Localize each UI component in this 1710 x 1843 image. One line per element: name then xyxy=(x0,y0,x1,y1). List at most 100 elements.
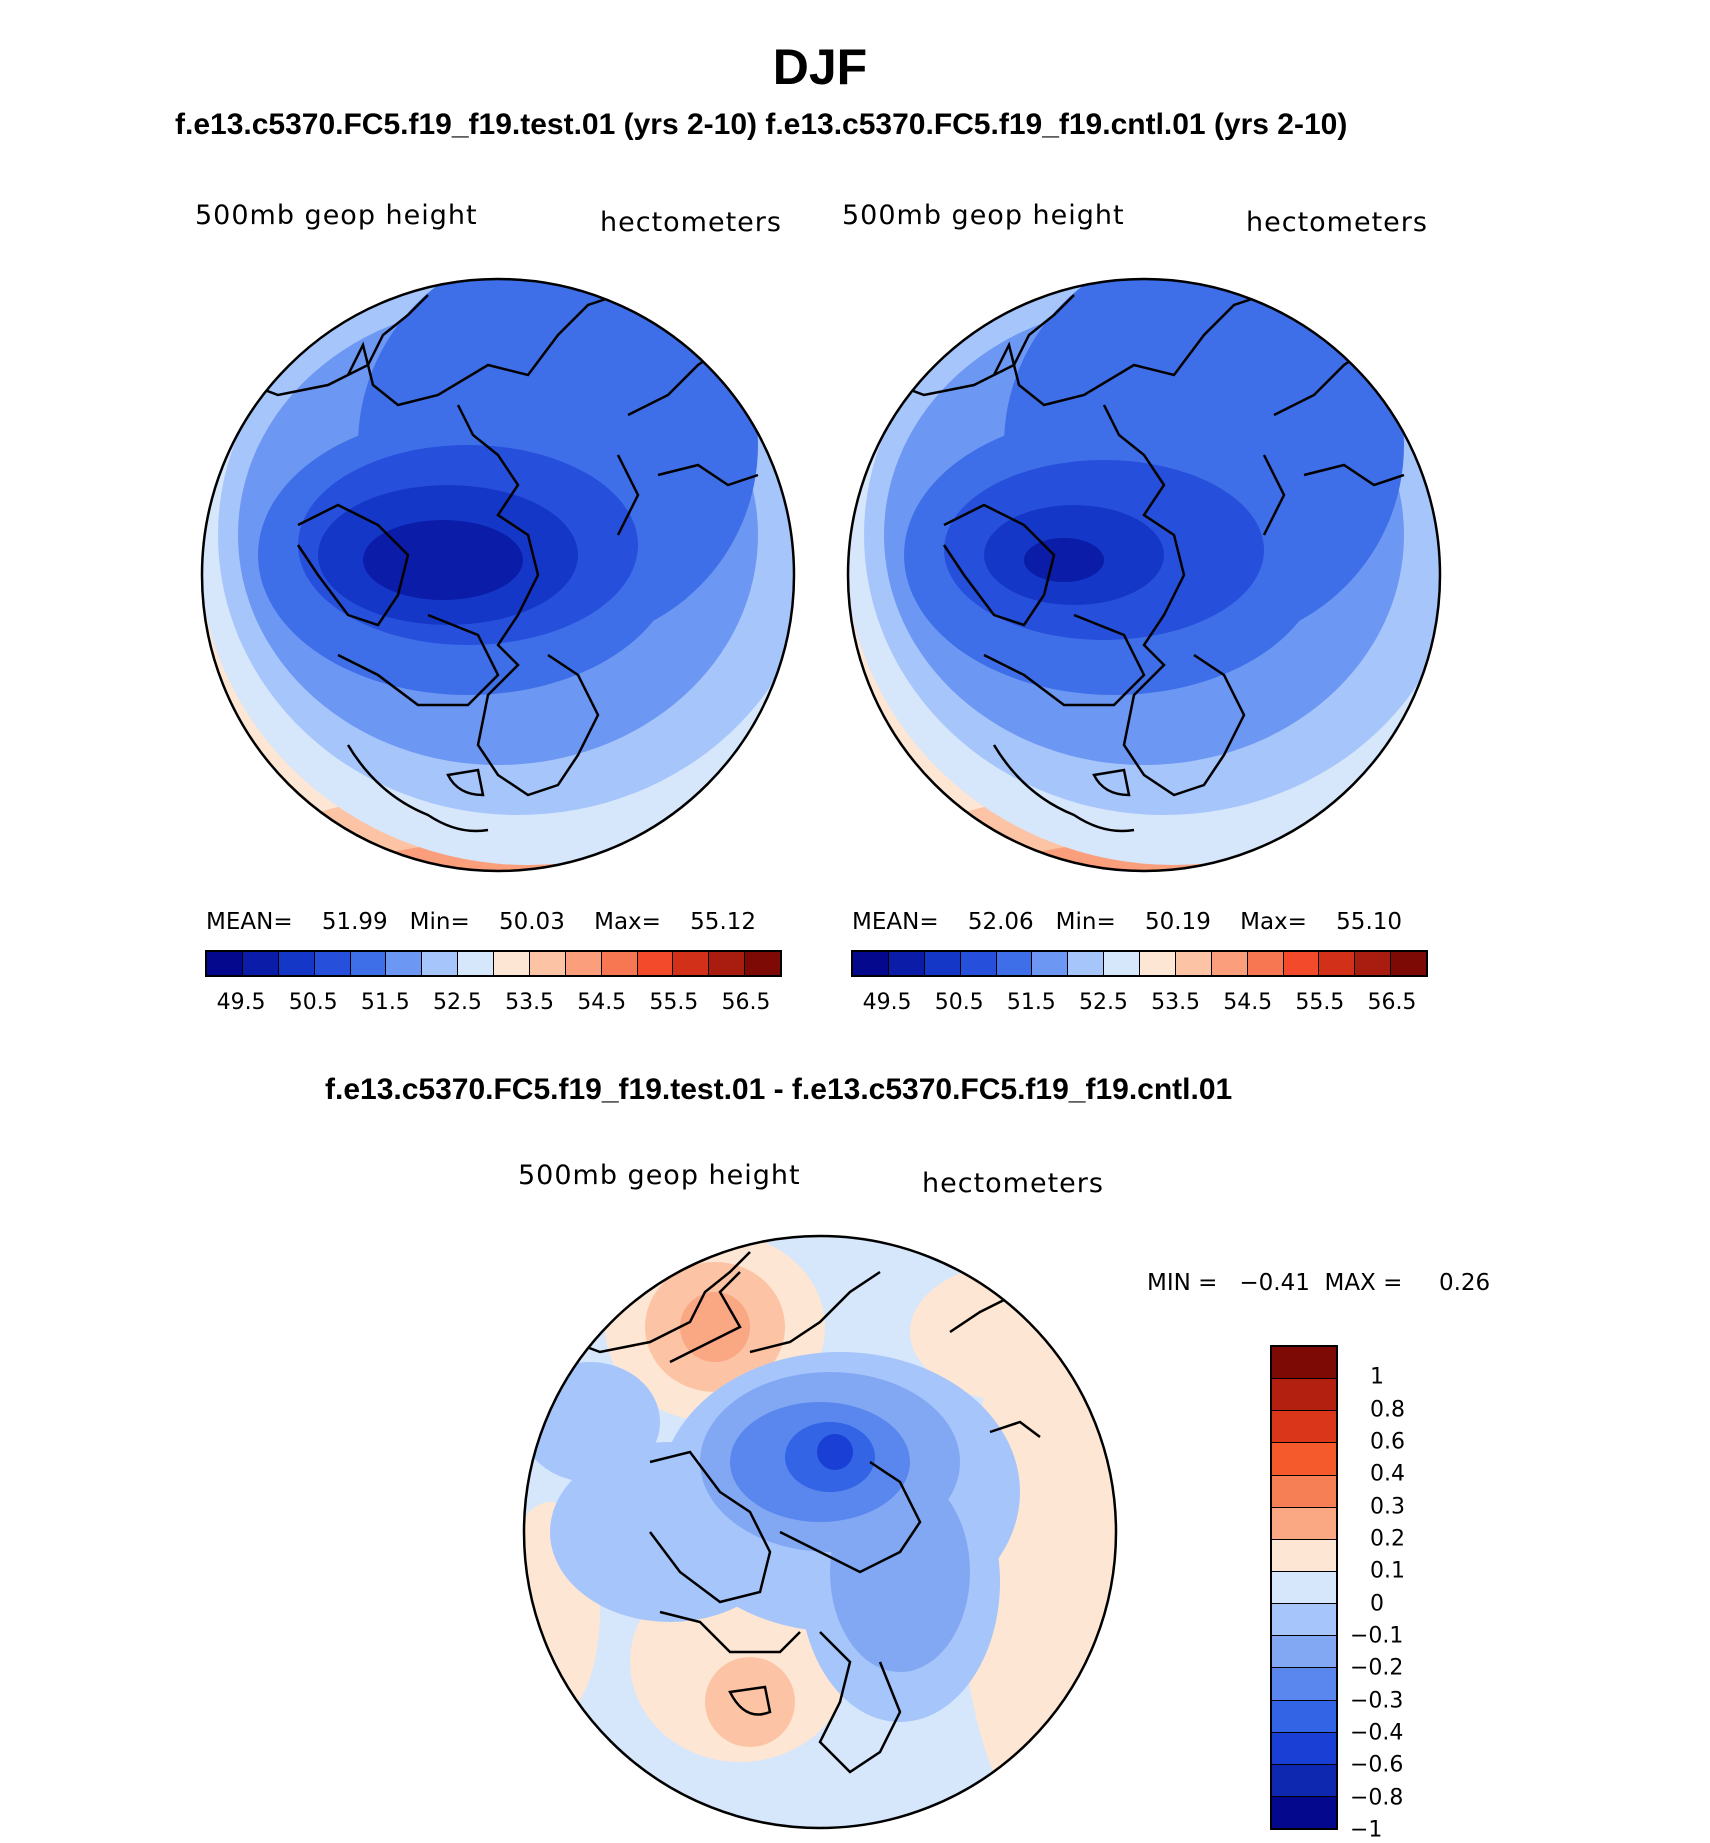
colorbar-swatch xyxy=(1272,1571,1336,1605)
colorbar-swatch xyxy=(1272,1700,1336,1733)
colorbar-tick-label: 0.4 xyxy=(1370,1461,1405,1487)
colorbar-swatch xyxy=(458,952,494,975)
panel-2-mean-label: MEAN= xyxy=(852,909,939,935)
colorbar-swatch xyxy=(1272,1732,1336,1765)
difference-title: f.e13.c5370.FC5.f19_f19.test.01 - f.e13.… xyxy=(325,1073,1233,1106)
panel-1-min: 50.03 xyxy=(498,909,565,935)
colorbar-tick-label: 53.5 xyxy=(505,990,555,1015)
diff-panel-variable: 500mb geop height xyxy=(518,1160,801,1191)
colorbar-swatch xyxy=(422,952,459,975)
panel-2-variable: 500mb geop height xyxy=(842,200,1125,231)
polar-map-difference xyxy=(522,1234,1118,1830)
colorbar-tick-label: 51.5 xyxy=(360,990,410,1015)
colorbar-tick-label: 49.5 xyxy=(216,990,266,1015)
colorbar-tick-label: −0.6 xyxy=(1350,1752,1404,1778)
colorbar-swatch xyxy=(1175,952,1212,975)
colorbar-swatch xyxy=(1391,952,1426,975)
colorbar-tick-label: 51.5 xyxy=(1006,990,1056,1015)
colorbar-tick-label: 49.5 xyxy=(862,990,912,1015)
panel-2-stats: MEAN= 52.06 Min= 50.19 Max= 55.10 xyxy=(852,909,1402,935)
colorbar-tick-label: −0.1 xyxy=(1350,1623,1404,1649)
panel-1-stats: MEAN= 51.99 Min= 50.03 Max= 55.12 xyxy=(206,909,756,935)
colorbar-swatch xyxy=(960,952,997,975)
diff-stats: MIN = −0.41 MAX = 0.26 xyxy=(1147,1270,1490,1296)
colorbar-difference xyxy=(1270,1345,1338,1830)
colorbar-tick-label: 0.6 xyxy=(1370,1429,1405,1455)
colorbar-tick-label: 0.2 xyxy=(1370,1526,1405,1552)
colorbar-swatch xyxy=(565,952,602,975)
colorbar-swatch xyxy=(1247,952,1284,975)
panel-1-units: hectometers xyxy=(600,207,782,238)
colorbar-swatch xyxy=(529,952,566,975)
colorbar-swatch xyxy=(996,952,1033,975)
colorbar-tick-label: 56.5 xyxy=(1367,990,1417,1015)
colorbar-tick-label: 52.5 xyxy=(432,990,482,1015)
colorbar-swatch xyxy=(207,952,243,975)
colorbar-swatch xyxy=(1272,1411,1336,1444)
colorbar-tick-label: −1 xyxy=(1350,1817,1383,1843)
panel-1-max-label: Max= xyxy=(594,909,661,935)
colorbar-tick-label: 0.8 xyxy=(1370,1397,1405,1423)
panel-2-min-label: Min= xyxy=(1055,909,1116,935)
colorbar-swatch xyxy=(1068,952,1105,975)
colorbar-swatch xyxy=(924,952,961,975)
colorbar-swatch xyxy=(673,952,710,975)
colorbar-swatch xyxy=(888,952,925,975)
colorbar-swatch xyxy=(242,952,279,975)
diff-max-label: MAX = xyxy=(1324,1270,1403,1296)
panel-2-mean: 52.06 xyxy=(967,909,1034,935)
colorbar-swatch xyxy=(1211,952,1248,975)
colorbar-swatch xyxy=(1140,952,1176,975)
colorbar-swatch xyxy=(1272,1764,1336,1797)
panel-2-min: 50.19 xyxy=(1144,909,1211,935)
colorbar-tick-label: −0.3 xyxy=(1350,1688,1404,1714)
colorbar-swatch xyxy=(709,952,746,975)
header-line: f.e13.c5370.FC5.f19_f19.test.01 (yrs 2-1… xyxy=(175,108,1348,141)
colorbar-swatch xyxy=(1272,1539,1336,1572)
colorbar-swatch xyxy=(314,952,351,975)
colorbar-tick-label: 55.5 xyxy=(649,990,699,1015)
panel-1-variable: 500mb geop height xyxy=(195,200,478,231)
colorbar-tick-label: −0.2 xyxy=(1350,1655,1404,1681)
colorbar-swatch xyxy=(1272,1347,1336,1380)
colorbar-tick-label: −0.4 xyxy=(1350,1720,1404,1746)
colorbar-swatch xyxy=(1272,1604,1336,1637)
colorbar-swatch xyxy=(1272,1507,1336,1540)
colorbar-ticks-panel-1: 49.5 50.5 51.5 52.5 53.5 54.5 55.5 56.5 xyxy=(205,990,782,1020)
colorbar-tick-label: 56.5 xyxy=(721,990,771,1015)
colorbar-panel-1 xyxy=(205,950,782,977)
colorbar-swatch xyxy=(350,952,387,975)
colorbar-swatch xyxy=(745,952,780,975)
colorbar-swatch xyxy=(601,952,638,975)
colorbar-tick-label: 0 xyxy=(1370,1591,1384,1617)
colorbar-swatch xyxy=(1283,952,1320,975)
colorbar-tick-label: 54.5 xyxy=(577,990,627,1015)
colorbar-swatch xyxy=(386,952,423,975)
colorbar-swatch xyxy=(1032,952,1069,975)
panel-1-mean-label: MEAN= xyxy=(206,909,293,935)
colorbar-swatch xyxy=(278,952,315,975)
colorbar-tick-label: 1 xyxy=(1370,1364,1384,1390)
panel-1-min-label: Min= xyxy=(409,909,470,935)
colorbar-tick-label: 0.1 xyxy=(1370,1558,1405,1584)
colorbar-swatch xyxy=(853,952,889,975)
colorbar-tick-label: 53.5 xyxy=(1151,990,1201,1015)
colorbar-swatch xyxy=(1104,952,1140,975)
colorbar-swatch xyxy=(1272,1796,1336,1829)
colorbar-swatch xyxy=(1319,952,1356,975)
diff-min: −0.41 xyxy=(1239,1270,1310,1296)
panel-2-max-label: Max= xyxy=(1240,909,1307,935)
colorbar-swatch xyxy=(1272,1379,1336,1412)
colorbar-swatch xyxy=(1272,1443,1336,1476)
colorbar-tick-label: −0.8 xyxy=(1350,1785,1404,1811)
panel-1-max: 55.12 xyxy=(690,909,757,935)
panel-1-mean: 51.99 xyxy=(321,909,388,935)
colorbar-swatch xyxy=(494,952,530,975)
colorbar-tick-label: 52.5 xyxy=(1078,990,1128,1015)
colorbar-panel-2 xyxy=(851,950,1428,977)
colorbar-difference-ticks: 1 0.8 0.6 0.4 0.3 0.2 0.1 0 −0.1 −0.2 −0.3 −0.4 −0.6… xyxy=(1350,1345,1470,1843)
colorbar-swatch xyxy=(1272,1475,1336,1508)
colorbar-tick-label: 50.5 xyxy=(288,990,338,1015)
colorbar-tick-label: 50.5 xyxy=(934,990,984,1015)
figure-title: DJF xyxy=(772,39,868,95)
